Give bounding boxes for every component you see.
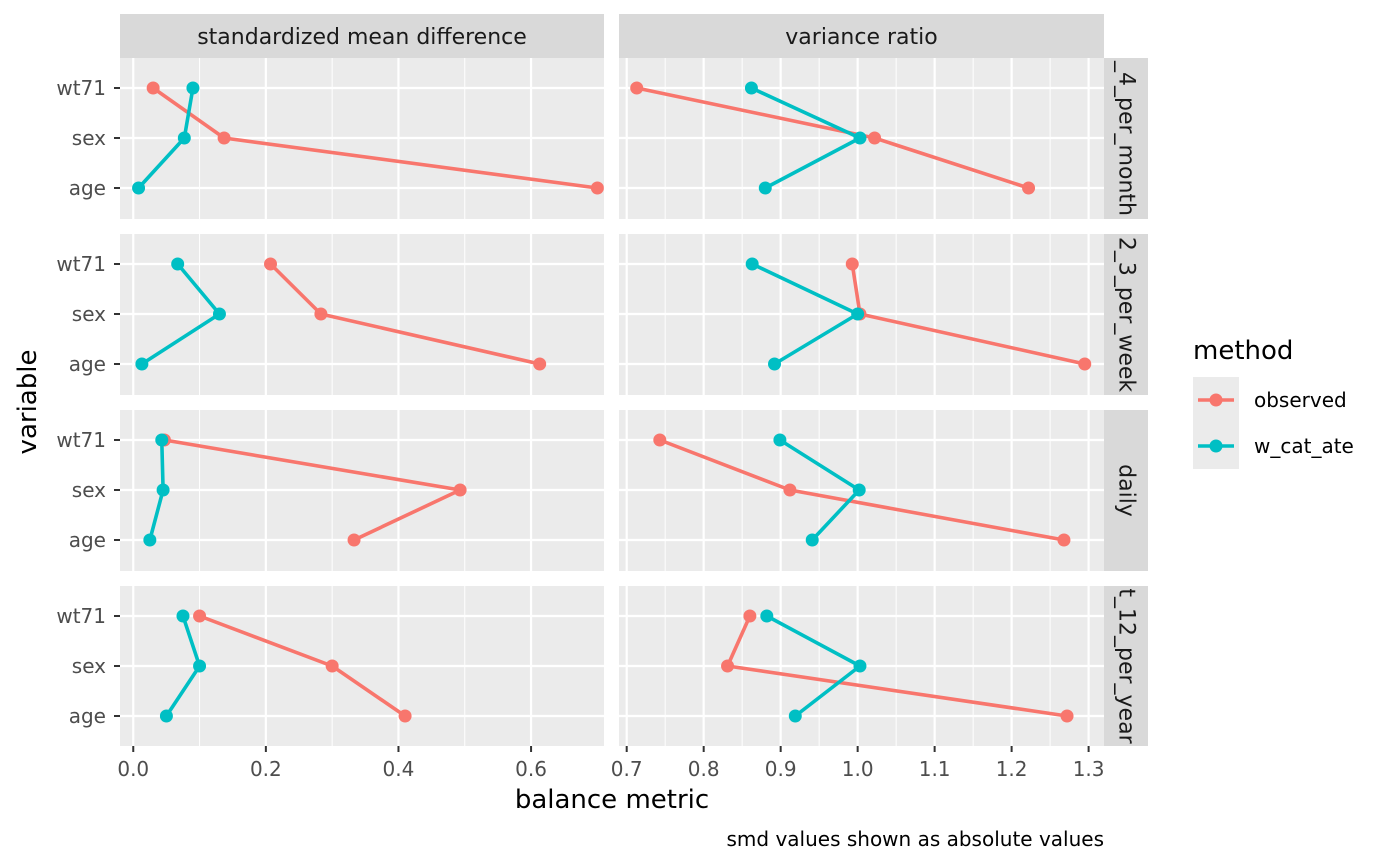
y-tick-label: wt71: [56, 252, 106, 276]
legend-key-point-observed: [1209, 393, 1223, 407]
data-point-observed-sex: [314, 307, 328, 321]
data-point-w_cat_ate-wt71: [745, 257, 759, 271]
y-tick-label: sex: [72, 654, 106, 678]
y-tick-label: age: [69, 176, 106, 200]
x-tick-label: 0.2: [250, 757, 282, 781]
column-strip: [120, 14, 604, 58]
data-point-w_cat_ate-sex: [193, 659, 207, 673]
data-point-observed-age: [398, 709, 412, 723]
data-point-observed-wt71: [653, 433, 667, 447]
data-point-observed-age: [1060, 709, 1074, 723]
data-point-observed-age: [590, 181, 604, 195]
data-point-w_cat_ate-age: [143, 533, 157, 547]
x-tick-label: 0.7: [611, 757, 643, 781]
row-strip: [1104, 410, 1148, 571]
data-point-observed-wt71: [845, 257, 859, 271]
data-point-w_cat_ate-wt71: [186, 81, 200, 95]
data-point-w_cat_ate-wt71: [744, 81, 758, 95]
row-strip-label-group: 2_3_per_week: [1114, 237, 1139, 393]
y-tick-label: sex: [72, 478, 106, 502]
data-point-w_cat_ate-age: [788, 709, 802, 723]
legend-title: method: [1193, 336, 1293, 366]
y-tick-label: wt71: [56, 604, 106, 628]
data-point-w_cat_ate-age: [768, 357, 782, 371]
x-tick-label: 0.8: [688, 757, 720, 781]
chart-caption: smd values shown as absolute values: [726, 827, 1104, 851]
data-point-observed-sex: [325, 659, 339, 673]
data-point-w_cat_ate-wt71: [176, 609, 190, 623]
data-point-w_cat_ate-sex: [852, 483, 866, 497]
x-tick-label: 1.2: [996, 757, 1028, 781]
y-tick-label: sex: [72, 302, 106, 326]
legend-label-observed: observed: [1254, 388, 1347, 412]
data-point-observed-age: [347, 533, 361, 547]
data-point-observed-wt71: [743, 609, 757, 623]
row-strip: [1104, 234, 1148, 395]
data-point-observed-wt71: [193, 609, 207, 623]
data-point-observed-sex: [783, 483, 797, 497]
data-point-w_cat_ate-age: [135, 357, 149, 371]
data-point-w_cat_ate-sex: [853, 131, 867, 145]
data-point-observed-wt71: [146, 81, 160, 95]
x-tick-label: 1.0: [842, 757, 874, 781]
data-point-observed-sex: [453, 483, 467, 497]
y-axis-title: variable: [13, 350, 43, 455]
data-point-w_cat_ate-wt71: [760, 609, 774, 623]
y-tick-label: age: [69, 352, 106, 376]
data-point-w_cat_ate-sex: [851, 307, 865, 321]
x-tick-label: 1.3: [1073, 757, 1105, 781]
x-tick-label: 1.1: [919, 757, 951, 781]
data-point-observed-wt71: [264, 257, 278, 271]
data-point-w_cat_ate-age: [132, 181, 146, 195]
row-strip-label-group: daily: [1114, 464, 1139, 517]
y-tick-label: sex: [72, 126, 106, 150]
data-point-w_cat_ate-age: [758, 181, 772, 195]
x-axis-title: balance metric: [515, 785, 709, 815]
data-point-observed-age: [533, 357, 547, 371]
row-strip-label-group: t_12_per_year: [1114, 588, 1139, 744]
data-point-w_cat_ate-sex: [177, 131, 191, 145]
column-strip-label: standardized mean difference: [197, 25, 527, 50]
row-strip-label: daily: [1114, 464, 1139, 517]
data-point-observed-age: [1057, 533, 1071, 547]
column-strip: [619, 14, 1104, 58]
data-point-observed-wt71: [630, 81, 644, 95]
data-point-w_cat_ate-wt71: [171, 257, 185, 271]
legend-label-w_cat_ate: w_cat_ate: [1254, 434, 1354, 458]
x-tick-label: 0.4: [383, 757, 415, 781]
y-tick-label: age: [69, 704, 106, 728]
data-point-w_cat_ate-age: [159, 709, 173, 723]
data-point-observed-sex: [217, 131, 231, 145]
row-strip: [1104, 58, 1148, 219]
row-strip-label: 2_3_per_week: [1114, 237, 1139, 393]
row-strip-label-group: _4_per_month: [1114, 60, 1139, 216]
data-point-observed-age: [1078, 357, 1092, 371]
data-point-w_cat_ate-sex: [212, 307, 226, 321]
row-strip: [1104, 586, 1148, 746]
data-point-w_cat_ate-wt71: [773, 433, 787, 447]
x-tick-label: 0.6: [515, 757, 547, 781]
column-strip-label: variance ratio: [785, 25, 937, 50]
legend-key-point-w_cat_ate: [1209, 439, 1223, 453]
y-tick-label: wt71: [56, 428, 106, 452]
x-tick-label: 0.9: [765, 757, 797, 781]
data-point-w_cat_ate-wt71: [155, 433, 169, 447]
data-point-w_cat_ate-age: [805, 533, 819, 547]
row-strip-label: _4_per_month: [1114, 60, 1139, 216]
data-point-observed-sex: [868, 131, 882, 145]
data-point-observed-sex: [721, 659, 735, 673]
data-point-w_cat_ate-sex: [853, 659, 867, 673]
y-tick-label: wt71: [56, 76, 106, 100]
y-tick-label: age: [69, 528, 106, 552]
x-tick-label: 0.0: [117, 757, 149, 781]
data-point-observed-age: [1022, 181, 1036, 195]
row-strip-label: t_12_per_year: [1114, 588, 1139, 744]
data-point-w_cat_ate-sex: [156, 483, 170, 497]
